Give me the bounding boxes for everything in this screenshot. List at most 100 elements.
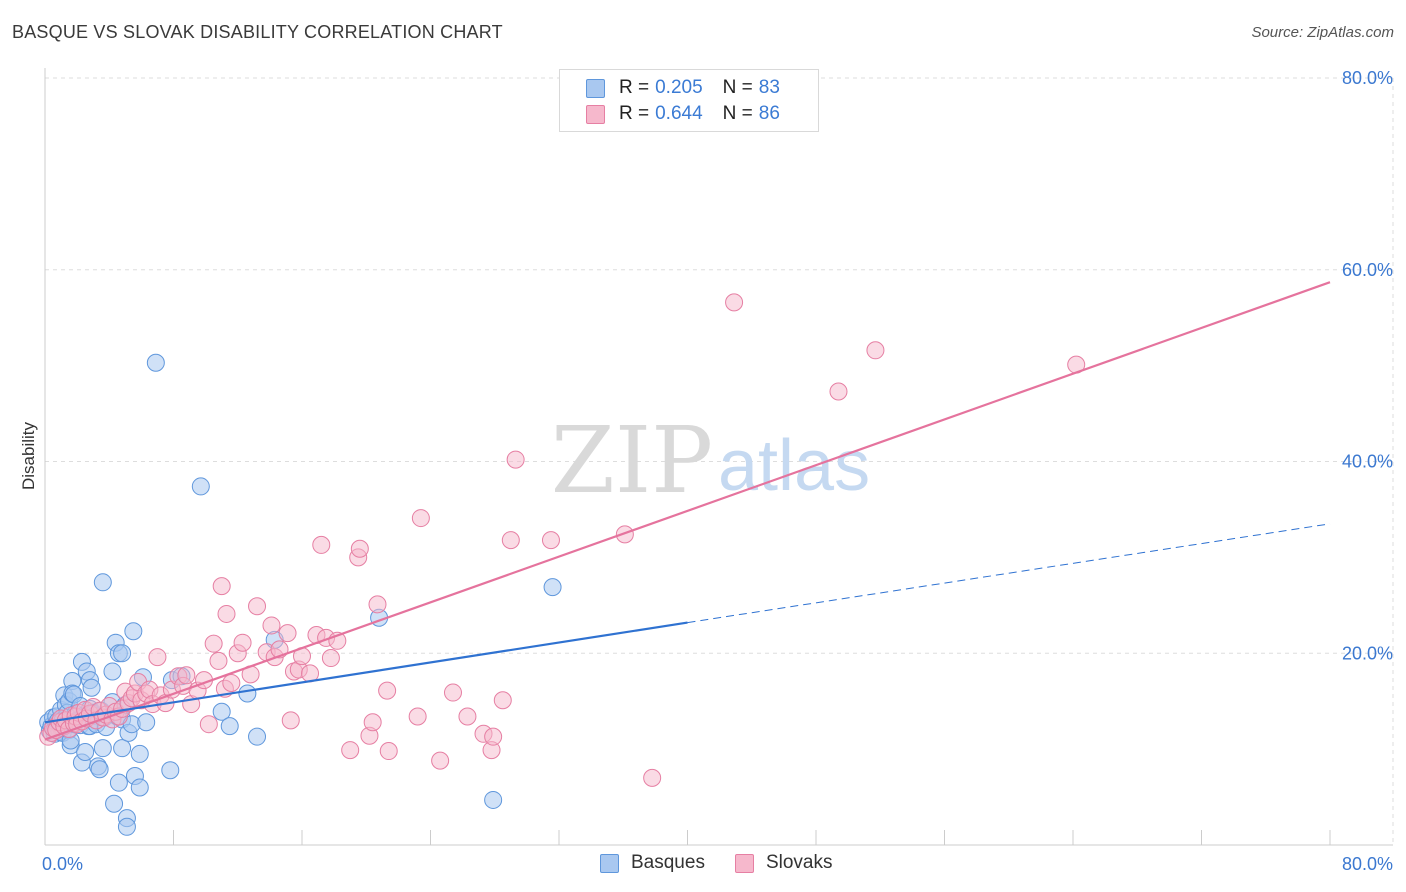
slovak-trend-line: [44, 281, 1331, 741]
basque-point: [93, 573, 112, 592]
n-value: 83: [758, 77, 780, 98]
basque-points: [39, 353, 562, 836]
basque-point: [212, 702, 231, 721]
slovak-point: [281, 711, 300, 730]
slovak-point: [321, 649, 340, 668]
basque-swatch: [586, 78, 605, 98]
slovak-point: [262, 616, 281, 635]
slovak-point: [204, 634, 223, 653]
slovak-point: [368, 595, 387, 614]
basque-point: [543, 578, 562, 597]
basque-point: [130, 744, 149, 763]
slovak-point: [209, 651, 228, 670]
slovak-point: [312, 535, 331, 554]
basque-point: [113, 739, 132, 758]
watermark: ZIP atlas: [551, 407, 870, 514]
r-label: R =: [619, 77, 650, 98]
basque-point: [76, 743, 95, 762]
slovak-point: [278, 624, 297, 643]
basque-point: [137, 713, 156, 732]
r-value: 0.205: [655, 77, 703, 98]
basque-point: [103, 662, 122, 681]
slovak-point: [501, 531, 520, 550]
basque-point: [130, 778, 149, 797]
slovak-point: [148, 648, 167, 667]
r-value: 0.644: [655, 103, 703, 124]
legend-label-slovaks: Slovaks: [765, 852, 833, 873]
basque-point: [113, 644, 132, 663]
slovak-swatch: [586, 104, 605, 124]
chart-title: BASQUE VS SLOVAK DISABILITY CORRELATION …: [12, 22, 503, 42]
y-tick-label: 80.0%: [1342, 68, 1393, 88]
watermark-atlas: atlas: [718, 426, 870, 506]
y-tick-label: 60.0%: [1342, 260, 1393, 280]
slovak-point: [541, 531, 560, 550]
slovak-point: [379, 742, 398, 761]
basque-point: [146, 353, 165, 372]
slovak-point: [212, 577, 231, 596]
x-tick-label: 0.0%: [42, 854, 83, 874]
slovak-point: [866, 341, 885, 360]
slovak-point: [350, 539, 369, 558]
basque-trend-extension: [687, 523, 1331, 624]
n-label: N =: [722, 77, 753, 98]
slovak-point: [725, 293, 744, 312]
y-tick-label: 40.0%: [1342, 452, 1393, 472]
slovak-point: [458, 707, 477, 726]
legend-item-slovaks[interactable]: Slovaks: [734, 852, 833, 874]
n-value: 86: [758, 103, 780, 124]
series-legend: Basques Slovaks: [600, 852, 862, 874]
slovak-point: [199, 715, 218, 734]
legend-item-basques[interactable]: Basques: [600, 852, 705, 874]
watermark-zip: ZIP: [551, 407, 713, 514]
legend-label-basques: Basques: [631, 852, 705, 873]
legend-row-basques: R = 0.205 N = 83: [586, 76, 780, 100]
x-tick-label: 80.0%: [1342, 854, 1393, 874]
basque-point: [161, 761, 180, 780]
slovak-point: [222, 673, 241, 692]
basque-point: [105, 794, 124, 813]
basque-trend-line: [44, 621, 688, 724]
source-label: Source: ZipAtlas.com: [1251, 24, 1394, 41]
trend-lines: [44, 281, 1331, 741]
basque-point: [124, 622, 143, 641]
slovak-point: [829, 382, 848, 401]
basque-point: [191, 477, 210, 496]
basque-point: [484, 790, 503, 809]
slovak-swatch: [734, 853, 754, 873]
basque-point: [93, 739, 112, 758]
basque-point: [117, 817, 136, 836]
slovak-point: [177, 666, 196, 685]
slovak-point: [493, 691, 512, 710]
basque-point: [220, 717, 239, 736]
slovak-point: [443, 683, 462, 702]
r-label: R =: [619, 103, 650, 124]
slovak-point: [363, 713, 382, 732]
y-axis-label: Disability: [19, 421, 38, 490]
y-tick-label: 20.0%: [1342, 643, 1393, 663]
slovak-point: [217, 604, 236, 623]
slovak-points: [39, 293, 1086, 787]
basque-point: [90, 760, 109, 779]
slovak-point: [506, 450, 525, 469]
slovak-point: [484, 727, 503, 746]
slovak-point: [615, 525, 634, 544]
slovak-point: [431, 751, 450, 770]
basque-point: [248, 727, 267, 746]
slovak-point: [408, 707, 427, 726]
slovak-point: [378, 681, 397, 700]
n-label: N =: [722, 103, 753, 124]
basque-point: [238, 684, 257, 703]
tick-labels: 20.0% 40.0% 60.0% 80.0% 0.0% 80.0%: [42, 68, 1393, 874]
slovak-point: [341, 741, 360, 760]
slovak-point: [248, 597, 267, 616]
correlation-legend: R = 0.205 N = 83 R = 0.644 N = 86: [559, 69, 819, 132]
slovak-point: [233, 633, 252, 652]
legend-row-slovaks: R = 0.644 N = 86: [586, 102, 780, 126]
basque-point: [82, 678, 101, 697]
slovak-point: [411, 509, 430, 528]
slovak-point: [643, 768, 662, 787]
basque-swatch: [600, 853, 619, 873]
basque-point: [109, 773, 128, 792]
